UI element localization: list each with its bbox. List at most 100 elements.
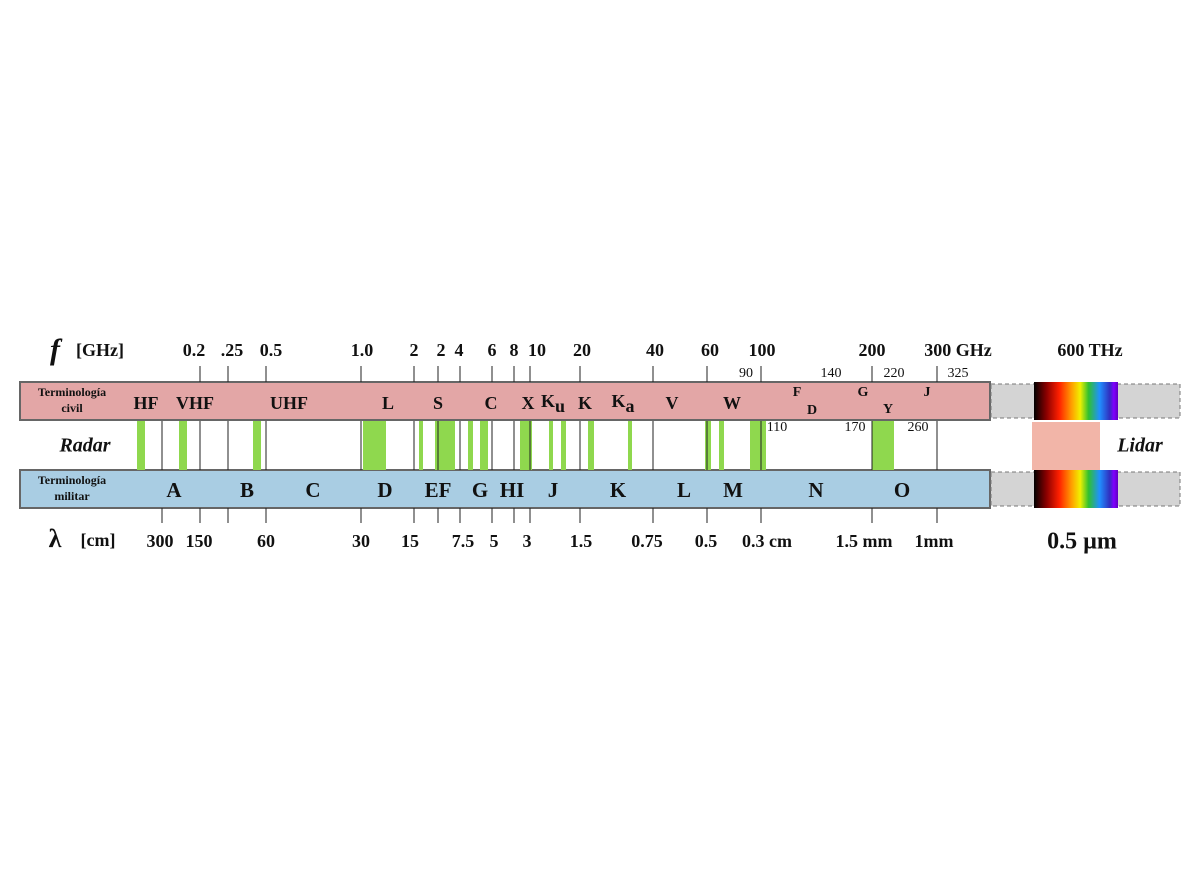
civil-band-main: K bbox=[611, 391, 625, 411]
civil-bar bbox=[19, 381, 991, 421]
civil-band: HF bbox=[134, 393, 159, 413]
civil-title: civil bbox=[61, 401, 83, 415]
civil-band: Y bbox=[883, 402, 893, 417]
wavelength-label: 5 bbox=[490, 531, 499, 551]
frequency-sub-label: 260 bbox=[908, 420, 929, 435]
axis-symbol: λ bbox=[49, 524, 62, 553]
civil-band: UHF bbox=[270, 393, 308, 413]
frequency-label: 4 bbox=[455, 340, 464, 360]
lidar-region bbox=[1032, 422, 1100, 470]
radar-band bbox=[561, 421, 566, 470]
frequency-sub-label: 170 bbox=[845, 420, 866, 435]
spectrum bbox=[1034, 470, 1118, 508]
frequency-sub-label: 220 bbox=[884, 366, 905, 381]
military-title: militar bbox=[54, 489, 90, 503]
frequency-sub-label: 90 bbox=[739, 366, 753, 381]
radar-band bbox=[705, 421, 711, 470]
wavelength-label: 0.3 cm bbox=[742, 531, 792, 551]
radar-band bbox=[588, 421, 594, 470]
military-band: K bbox=[610, 478, 627, 502]
radar-band bbox=[468, 421, 473, 470]
lidar-label: Lidar bbox=[1116, 435, 1163, 457]
wavelength-label: 3 bbox=[523, 531, 532, 551]
radar-band bbox=[549, 421, 553, 470]
civil-band: J bbox=[924, 385, 931, 400]
frequency-sub-label: 140 bbox=[821, 366, 842, 381]
radar-band bbox=[253, 421, 261, 470]
wavelength-label: 30 bbox=[352, 531, 370, 551]
radar-band bbox=[628, 421, 632, 470]
frequency-label: 0.5 bbox=[260, 340, 283, 360]
civil-band: S bbox=[433, 393, 443, 413]
military-band: L bbox=[677, 478, 691, 502]
frequency-label: 40 bbox=[646, 340, 664, 360]
radar-band bbox=[363, 421, 386, 470]
frequency-label: 2 bbox=[410, 340, 419, 360]
military-band: B bbox=[240, 478, 254, 502]
wavelength-label: 7.5 bbox=[452, 531, 475, 551]
axis-unit: [cm] bbox=[81, 530, 116, 550]
wavelength-label: 1mm bbox=[915, 531, 954, 551]
frequency-label: 10 bbox=[528, 340, 546, 360]
civil-title: Terminología bbox=[38, 385, 106, 399]
radar-label: Radar bbox=[58, 435, 110, 457]
military-band: G bbox=[472, 478, 488, 502]
radar-band bbox=[750, 421, 766, 470]
radar-band bbox=[179, 421, 187, 470]
frequency-label: 200 bbox=[859, 340, 886, 360]
civil-band: VHF bbox=[176, 393, 214, 413]
military-band: O bbox=[894, 478, 910, 502]
radar-band bbox=[872, 421, 894, 470]
military-band: N bbox=[808, 478, 823, 502]
civil-band-main: K bbox=[541, 391, 555, 411]
military-band: C bbox=[305, 478, 320, 502]
radar-band bbox=[520, 421, 532, 470]
military-band: J bbox=[548, 478, 559, 502]
civil-band: D bbox=[807, 403, 817, 418]
frequency-label: 300 GHz bbox=[924, 340, 992, 360]
frequency-label: 60 bbox=[701, 340, 719, 360]
frequency-label: 600 THz bbox=[1057, 340, 1122, 360]
military-title: Terminología bbox=[38, 473, 106, 487]
military-bar bbox=[19, 469, 991, 509]
civil-band: Ku bbox=[541, 391, 565, 416]
radar-band bbox=[435, 421, 455, 470]
wavelength-label: 150 bbox=[186, 531, 213, 551]
radar-band bbox=[137, 421, 145, 470]
civil-band-sub: a bbox=[626, 396, 635, 416]
axis-unit: [GHz] bbox=[76, 340, 124, 360]
frequency-label: 100 bbox=[749, 340, 776, 360]
civil-band: G bbox=[858, 385, 869, 400]
wavelength-label: 60 bbox=[257, 531, 275, 551]
wavelength-label: 1.5 bbox=[570, 531, 593, 551]
frequency-label: 1.0 bbox=[351, 340, 374, 360]
frequency-label: 6 bbox=[488, 340, 497, 360]
civil-band: W bbox=[723, 393, 741, 413]
wavelength-label: 15 bbox=[401, 531, 419, 551]
frequency-label: .25 bbox=[221, 340, 244, 360]
civil-band: X bbox=[522, 393, 535, 413]
military-band: A bbox=[166, 478, 182, 502]
wavelength-label: 0.5 bbox=[695, 531, 718, 551]
civil-band: L bbox=[382, 393, 394, 413]
wavelength-label: 0.75 bbox=[631, 531, 663, 551]
frequency-label: 8 bbox=[510, 340, 519, 360]
frequency-label: 2 bbox=[437, 340, 446, 360]
radar-band bbox=[480, 421, 488, 470]
frequency-label: 20 bbox=[573, 340, 591, 360]
civil-band: Ka bbox=[611, 391, 634, 416]
frequency-label: 0.2 bbox=[183, 340, 206, 360]
frequency-sub-label: 110 bbox=[767, 420, 787, 435]
spectrum bbox=[1034, 382, 1118, 420]
civil-band: V bbox=[666, 393, 679, 413]
frequency-sub-label: 325 bbox=[948, 366, 969, 381]
military-band: HI bbox=[500, 478, 525, 502]
radar-band bbox=[719, 421, 724, 470]
civil-band: C bbox=[485, 393, 498, 413]
military-band: EF bbox=[425, 478, 452, 502]
civil-band: K bbox=[578, 393, 592, 413]
radar-band bbox=[419, 421, 423, 470]
military-band: D bbox=[377, 478, 392, 502]
wavelength-label: 0.5 µm bbox=[1047, 529, 1117, 555]
axis-symbol: f bbox=[50, 333, 63, 366]
